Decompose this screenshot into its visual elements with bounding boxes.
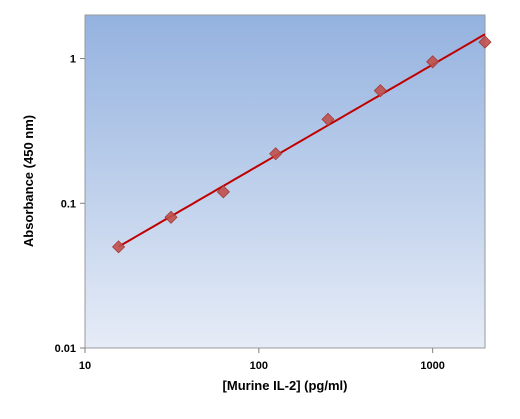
plot-area [84, 14, 486, 349]
fit-curve-layer [118, 33, 486, 248]
data-point-marker [164, 210, 178, 224]
data-point-marker [269, 147, 283, 161]
marker-layer [112, 35, 492, 254]
y-tick-label: 0.01 [55, 343, 76, 355]
y-axis: 0.01 0.1 1 [55, 54, 85, 355]
data-point-marker [216, 185, 230, 199]
y-tick-label: 0.1 [61, 198, 76, 210]
x-tick-label: 1000 [420, 360, 444, 372]
x-axis-title: [Murine IL-2] (pg/ml) [223, 378, 348, 393]
data-point-marker [321, 112, 335, 126]
data-point-marker [478, 35, 492, 49]
data-point-marker [112, 240, 126, 254]
fit-curve [118, 33, 486, 248]
y-tick-label: 1 [70, 54, 76, 66]
data-point-marker [373, 84, 387, 98]
x-axis: 10 100 1000 [79, 348, 445, 372]
x-tick-label: 10 [79, 360, 91, 372]
x-tick-label: 100 [250, 360, 268, 372]
data-point-marker [426, 55, 440, 69]
y-axis-title: Absorbance (450 nm) [21, 115, 36, 247]
